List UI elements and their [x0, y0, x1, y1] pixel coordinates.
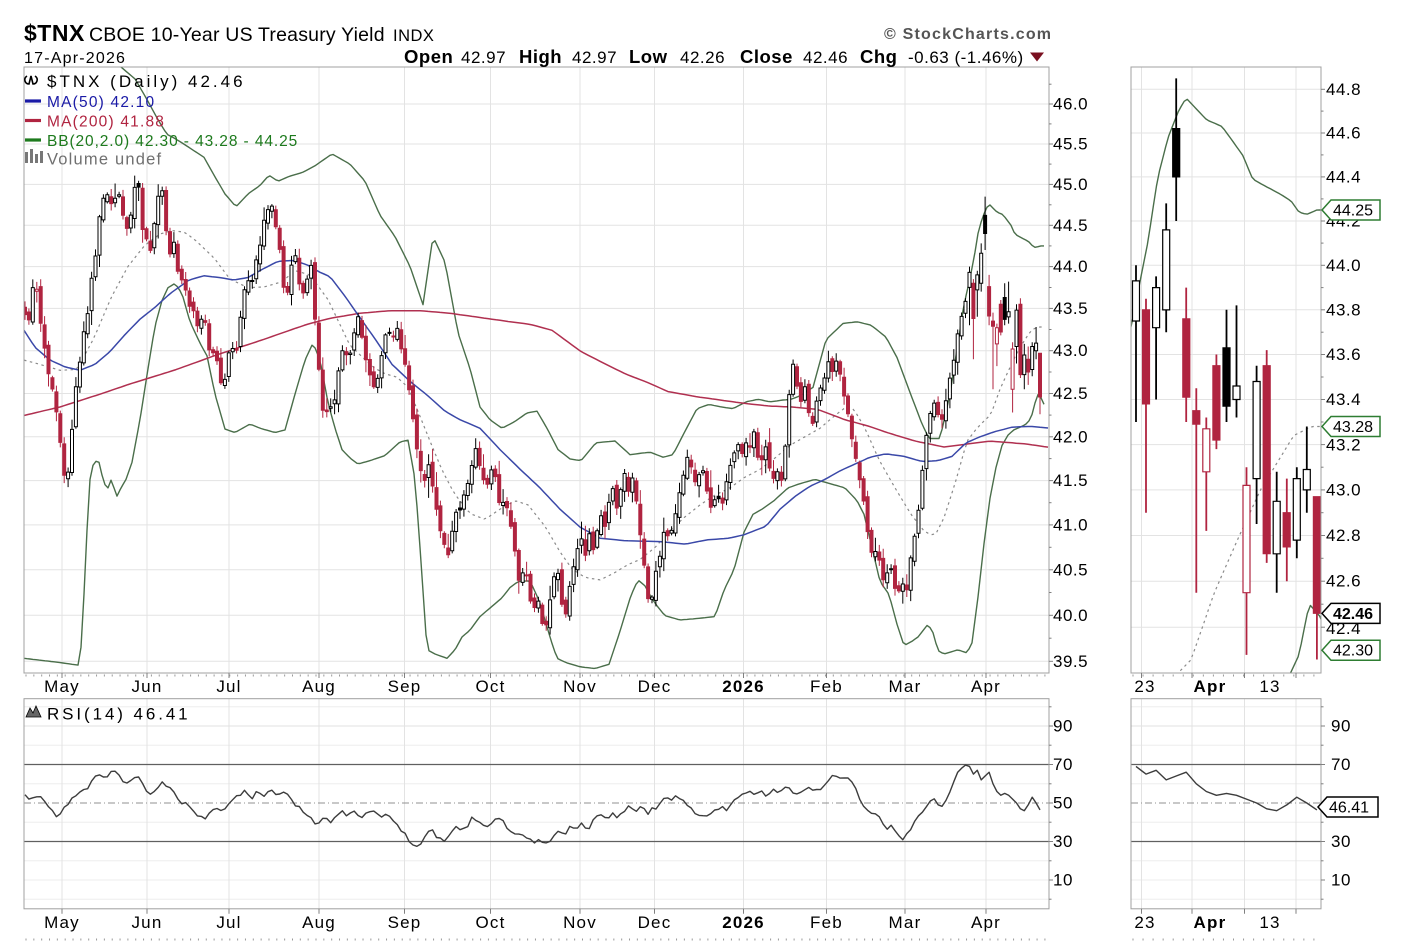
- svg-text:50: 50: [1053, 794, 1073, 813]
- svg-text:Chg: Chg: [860, 46, 897, 67]
- svg-text:Aug: Aug: [302, 913, 336, 932]
- svg-text:Jun: Jun: [131, 913, 162, 932]
- svg-text:41.5: 41.5: [1053, 471, 1088, 490]
- svg-text:44.5: 44.5: [1053, 216, 1088, 235]
- svg-text:Dec: Dec: [638, 913, 672, 932]
- svg-text:Feb: Feb: [810, 677, 843, 696]
- svg-text:Dec: Dec: [638, 677, 672, 696]
- svg-text:30: 30: [1331, 832, 1351, 851]
- svg-text:2026: 2026: [722, 913, 765, 932]
- svg-text:23: 23: [1134, 913, 1155, 932]
- svg-text:43.0: 43.0: [1053, 341, 1088, 360]
- svg-text:70: 70: [1053, 755, 1073, 774]
- svg-text:42.30: 42.30: [1333, 643, 1373, 660]
- svg-text:RSI(14) 46.41: RSI(14) 46.41: [47, 705, 191, 724]
- svg-text:42.6: 42.6: [1326, 572, 1361, 591]
- svg-text:Mar: Mar: [889, 677, 922, 696]
- svg-text:Jun: Jun: [131, 677, 162, 696]
- svg-text:42.46: 42.46: [803, 48, 848, 67]
- svg-text:Nov: Nov: [563, 913, 597, 932]
- svg-text:INDX: INDX: [393, 27, 434, 45]
- svg-text:Volume undef: Volume undef: [47, 151, 162, 169]
- svg-text:44.0: 44.0: [1053, 257, 1088, 276]
- svg-text:44.4: 44.4: [1326, 167, 1361, 186]
- svg-text:Oct: Oct: [475, 913, 505, 932]
- svg-text:Sep: Sep: [388, 913, 422, 932]
- svg-text:39.5: 39.5: [1053, 652, 1088, 671]
- svg-text:Close: Close: [740, 46, 793, 67]
- svg-text:44.0: 44.0: [1326, 256, 1361, 275]
- svg-text:Low: Low: [629, 46, 668, 67]
- svg-text:17-Apr-2026: 17-Apr-2026: [24, 50, 126, 67]
- svg-text:44.25: 44.25: [1333, 203, 1373, 220]
- svg-text:10: 10: [1053, 871, 1073, 890]
- svg-text:43.28: 43.28: [1333, 419, 1373, 436]
- svg-text:43.5: 43.5: [1053, 299, 1088, 318]
- svg-text:Open: Open: [404, 46, 453, 67]
- svg-text:Apr: Apr: [1194, 677, 1227, 696]
- svg-text:43.6: 43.6: [1326, 345, 1361, 364]
- svg-text:42.46: 42.46: [1333, 606, 1373, 623]
- svg-text:44.6: 44.6: [1326, 124, 1361, 143]
- svg-text:$TNX: $TNX: [24, 20, 85, 46]
- svg-text:42.97: 42.97: [572, 48, 617, 67]
- svg-text:70: 70: [1331, 755, 1351, 774]
- svg-text:Oct: Oct: [475, 677, 505, 696]
- svg-text:30: 30: [1053, 832, 1073, 851]
- svg-text:BB(20,2.0) 42.30 - 43.28 - 44.: BB(20,2.0) 42.30 - 43.28 - 44.25: [47, 133, 298, 150]
- svg-text:13: 13: [1259, 913, 1280, 932]
- svg-text:45.0: 45.0: [1053, 175, 1088, 194]
- svg-text:43.0: 43.0: [1326, 480, 1361, 499]
- svg-text:40.0: 40.0: [1053, 606, 1088, 625]
- svg-text:Apr: Apr: [971, 913, 1001, 932]
- svg-text:Jul: Jul: [216, 913, 241, 932]
- svg-text:43.2: 43.2: [1326, 435, 1361, 454]
- svg-text:46.41: 46.41: [1329, 800, 1369, 817]
- svg-text:44.8: 44.8: [1326, 80, 1361, 99]
- svg-text:46.0: 46.0: [1053, 95, 1088, 114]
- svg-text:May: May: [44, 913, 80, 932]
- svg-text:Mar: Mar: [889, 913, 922, 932]
- svg-text:High: High: [519, 46, 562, 67]
- svg-text:13: 13: [1259, 677, 1280, 696]
- svg-text:42.97: 42.97: [461, 48, 506, 67]
- svg-text:45.5: 45.5: [1053, 135, 1088, 154]
- svg-text:May: May: [44, 677, 80, 696]
- svg-text:43.8: 43.8: [1326, 300, 1361, 319]
- svg-text:MA(200) 41.88: MA(200) 41.88: [47, 114, 165, 131]
- svg-text:Jul: Jul: [216, 677, 241, 696]
- svg-text:CBOE 10-Year US Treasury Yield: CBOE 10-Year US Treasury Yield: [89, 24, 385, 46]
- svg-text:90: 90: [1331, 717, 1351, 736]
- svg-text:42.26: 42.26: [680, 48, 725, 67]
- svg-text:Sep: Sep: [388, 677, 422, 696]
- svg-text:Aug: Aug: [302, 677, 336, 696]
- svg-text:Apr: Apr: [971, 677, 1001, 696]
- svg-text:90: 90: [1053, 717, 1073, 736]
- svg-text:43.4: 43.4: [1326, 390, 1361, 409]
- svg-text:MA(50) 42.10: MA(50) 42.10: [47, 94, 155, 111]
- svg-text:42.8: 42.8: [1326, 526, 1361, 545]
- svg-text:41.0: 41.0: [1053, 515, 1088, 534]
- svg-text:Apr: Apr: [1194, 913, 1227, 932]
- svg-text:40.5: 40.5: [1053, 560, 1088, 579]
- svg-text:10: 10: [1331, 871, 1351, 890]
- svg-text:$TNX (Daily) 42.46: $TNX (Daily) 42.46: [47, 72, 246, 91]
- svg-text:© StockCharts.com: © StockCharts.com: [884, 26, 1052, 43]
- svg-text:2026: 2026: [722, 677, 765, 696]
- svg-text:-0.63 (-1.46%): -0.63 (-1.46%): [908, 48, 1024, 67]
- svg-text:Feb: Feb: [810, 913, 843, 932]
- svg-text:Nov: Nov: [563, 677, 597, 696]
- svg-text:42.0: 42.0: [1053, 427, 1088, 446]
- svg-text:23: 23: [1134, 677, 1155, 696]
- svg-text:42.5: 42.5: [1053, 384, 1088, 403]
